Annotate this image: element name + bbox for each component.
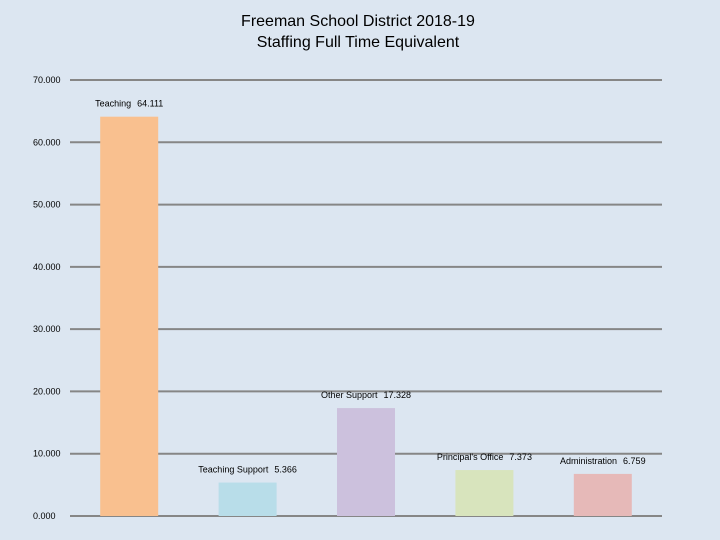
data-label-value: 5.366 bbox=[274, 465, 297, 475]
data-label-value: 64.111 bbox=[137, 99, 163, 109]
y-tick-label: 0.000 bbox=[33, 511, 56, 521]
y-tick-label: 70.000 bbox=[33, 75, 61, 85]
data-label-category: Teaching bbox=[95, 99, 131, 109]
chart-title: Freeman School District 2018-19 bbox=[241, 13, 475, 30]
data-label-category: Other Support bbox=[321, 390, 378, 400]
data-label: Teaching 64.111 bbox=[95, 99, 163, 109]
data-label-category: Teaching Support bbox=[198, 465, 269, 475]
data-label: Administration 6.759 bbox=[560, 456, 646, 466]
data-label-category: Principal's Office bbox=[437, 452, 504, 462]
data-label-value: 7.373 bbox=[509, 452, 532, 462]
data-label-value: 6.759 bbox=[623, 456, 646, 466]
data-label: Other Support 17.328 bbox=[321, 390, 411, 400]
data-label: Teaching Support 5.366 bbox=[198, 465, 297, 475]
y-tick-label: 20.000 bbox=[33, 386, 61, 396]
y-tick-label: 50.000 bbox=[33, 200, 61, 210]
y-tick-label: 10.000 bbox=[33, 449, 61, 459]
bar bbox=[100, 116, 159, 516]
data-label: Principal's Office 7.373 bbox=[437, 452, 532, 462]
y-tick-label: 30.000 bbox=[33, 324, 61, 334]
data-label-value: 17.328 bbox=[384, 390, 412, 400]
data-label-category: Administration bbox=[560, 456, 617, 466]
chart-subtitle: Staffing Full Time Equivalent bbox=[257, 34, 460, 51]
y-tick-label: 40.000 bbox=[33, 262, 61, 272]
y-tick-label: 60.000 bbox=[33, 137, 61, 147]
bar bbox=[218, 482, 277, 516]
bar bbox=[573, 473, 632, 516]
bar bbox=[455, 470, 514, 516]
bar bbox=[337, 408, 395, 516]
